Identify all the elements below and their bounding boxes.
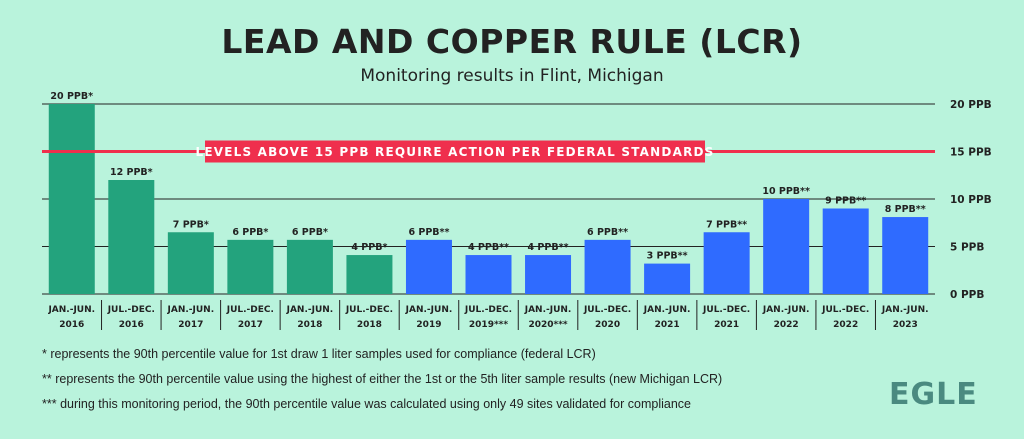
x-tick-label: JUL.-DEC.	[702, 305, 750, 315]
footnote-2: ** represents the 90th percentile value …	[42, 372, 723, 386]
x-tick-label: 2020***	[528, 320, 567, 330]
data-label: 8 PPB**	[885, 204, 926, 215]
x-tick-label: JUL.-DEC.	[821, 305, 869, 315]
x-tick-label: JUL.-DEC.	[226, 305, 274, 315]
x-tick-label: JAN.-JUN.	[405, 305, 453, 315]
data-label: 6 PPB**	[408, 227, 449, 238]
data-label: 7 PPB**	[706, 219, 747, 230]
y-tick-label: 20 PPB	[950, 99, 992, 111]
x-tick-label: JAN.-JUN.	[47, 305, 95, 315]
threshold-label-box	[205, 140, 705, 163]
x-tick-label: 2021	[655, 320, 680, 330]
x-tick-label: 2020	[595, 320, 620, 330]
y-tick-label: 0 PPB	[950, 289, 984, 301]
bar	[48, 104, 95, 294]
x-tick-label: JUL.-DEC.	[583, 305, 631, 315]
x-tick-label: JAN.-JUN.	[643, 305, 691, 315]
bar	[822, 208, 869, 294]
bar	[763, 199, 810, 294]
x-tick-label: JAN.-JUN.	[524, 305, 572, 315]
bar	[108, 180, 155, 294]
x-tick-label: 2019	[416, 320, 441, 330]
y-tick-label: 5 PPB	[950, 242, 984, 254]
x-tick-label: 2023	[893, 320, 918, 330]
x-tick-label: JAN.-JUN.	[881, 305, 929, 315]
x-tick-label: 2018	[357, 320, 382, 330]
chart-title: LEAD AND COPPER RULE (LCR)	[221, 22, 803, 61]
x-tick-label: JUL.-DEC.	[107, 305, 155, 315]
bar	[703, 232, 750, 294]
x-tick-label: 2016	[59, 320, 84, 330]
data-label: 4 PPB**	[528, 242, 569, 253]
bar	[227, 239, 274, 294]
x-tick-label: 2022	[774, 320, 799, 330]
footnote-1: * represents the 90th percentile value f…	[42, 347, 596, 361]
x-tick-label: JAN.-JUN.	[762, 305, 810, 315]
x-tick-label: 2018	[297, 320, 322, 330]
x-tick-label: JAN.-JUN.	[167, 305, 215, 315]
data-label: 20 PPB*	[50, 91, 93, 102]
x-tick-label: 2019***	[469, 320, 508, 330]
x-tick-label: 2017	[238, 320, 263, 330]
data-label: 6 PPB*	[232, 227, 268, 238]
data-label: 6 PPB*	[292, 227, 328, 238]
threshold-label: LEVELS ABOVE 15 PPB REQUIRE ACTION PER F…	[195, 145, 714, 159]
x-tick-label: 2022	[833, 320, 858, 330]
egle-logo: EGLE	[889, 377, 978, 412]
footnote-3: *** during this monitoring period, the 9…	[42, 397, 691, 411]
bar	[286, 239, 333, 294]
data-label: 12 PPB*	[110, 167, 153, 178]
y-tick-label: 15 PPB	[950, 147, 992, 159]
y-tick-label: 10 PPB	[950, 194, 992, 206]
bar	[167, 232, 214, 294]
bar	[405, 239, 452, 294]
x-tick-label: 2021	[714, 320, 739, 330]
bar	[346, 255, 393, 294]
bar	[644, 263, 691, 294]
data-label: 6 PPB**	[587, 227, 628, 238]
data-label: 4 PPB*	[351, 242, 387, 253]
bar	[882, 217, 929, 294]
data-label: 9 PPB**	[825, 196, 866, 207]
bar	[584, 239, 631, 294]
x-tick-label: 2017	[178, 320, 203, 330]
data-label: 10 PPB**	[762, 186, 810, 197]
data-label: 3 PPB**	[647, 251, 688, 262]
chart-subtitle: Monitoring results in Flint, Michigan	[360, 66, 664, 86]
x-tick-label: 2016	[119, 320, 144, 330]
x-tick-label: JUL.-DEC.	[345, 305, 393, 315]
data-label: 4 PPB**	[468, 242, 509, 253]
data-label: 7 PPB*	[173, 219, 209, 230]
x-tick-label: JAN.-JUN.	[286, 305, 334, 315]
x-tick-label: JUL.-DEC.	[464, 305, 512, 315]
bar	[465, 255, 512, 294]
bar	[525, 255, 572, 294]
